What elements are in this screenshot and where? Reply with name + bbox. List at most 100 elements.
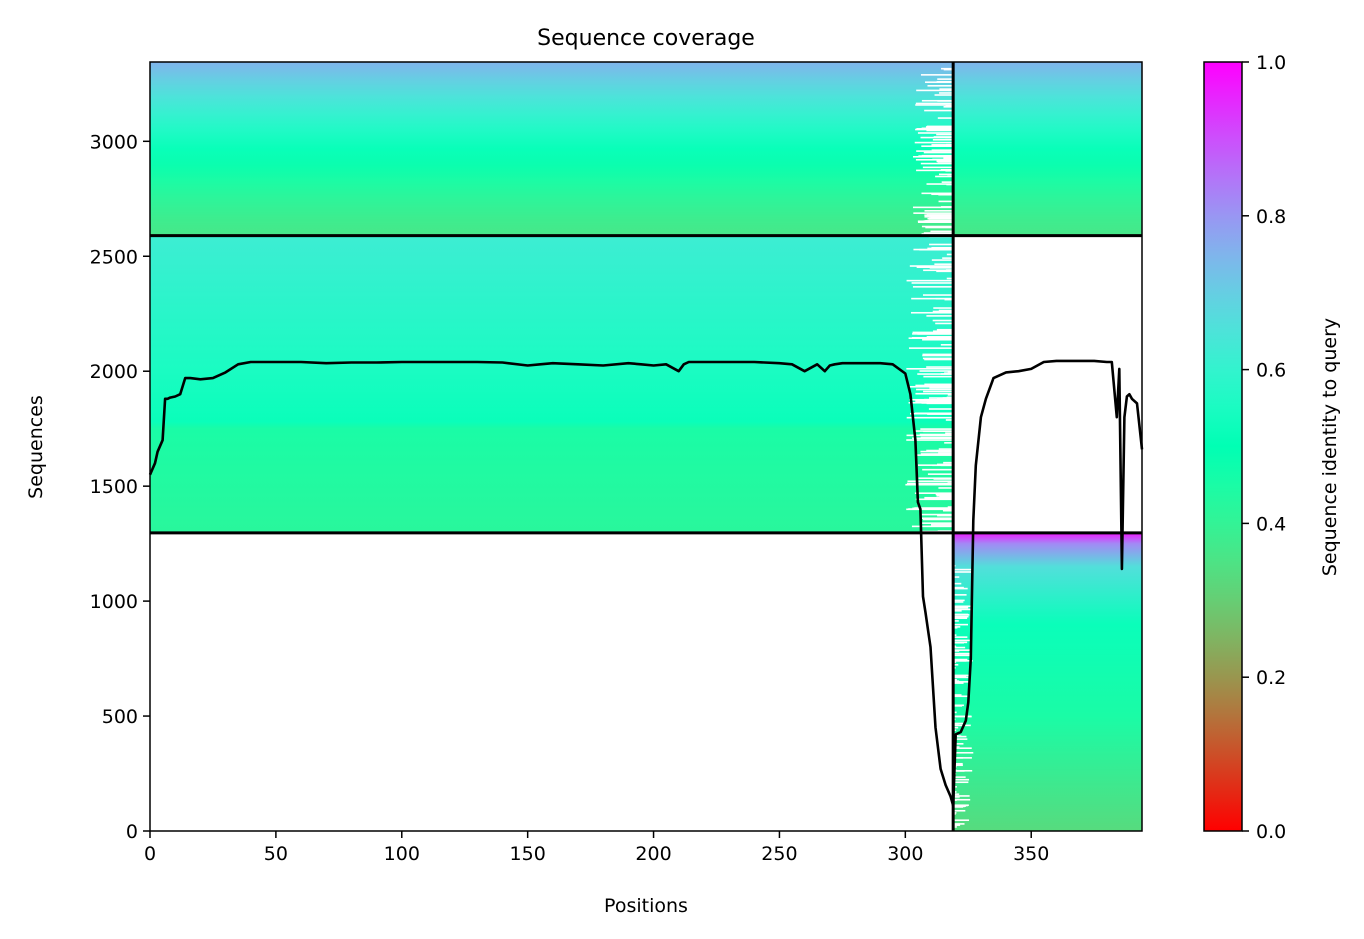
gap-streak [912, 331, 954, 334]
gap-streak [937, 78, 954, 80]
gap-streak [921, 225, 954, 228]
gap-streak [929, 243, 954, 246]
colorbar-ticks: 0.0 0.2 0.4 0.6 0.8 1.0 [1242, 52, 1286, 843]
gap-streak [953, 606, 969, 609]
gap-streak [942, 257, 954, 259]
gap-streak [920, 74, 954, 76]
x-tick-label: 50 [264, 843, 288, 865]
gap-streak [915, 102, 954, 105]
gap-streak [924, 216, 954, 218]
x-tick-label: 100 [384, 843, 420, 865]
gap-streak [938, 173, 954, 176]
gap-streak [922, 353, 954, 356]
gap-streak [953, 646, 957, 649]
gap-streak [926, 366, 954, 368]
gap-streak [953, 620, 959, 622]
gap-streak [944, 442, 954, 444]
gap-streak [936, 328, 954, 331]
gap-streak [922, 518, 954, 521]
gap-streak [912, 286, 954, 288]
gap-streak [931, 259, 954, 261]
gap-streak [935, 384, 954, 387]
gap-streak [920, 162, 954, 165]
gap-streak [953, 824, 961, 826]
gap-streak [920, 436, 954, 439]
gap-streak [953, 623, 969, 626]
chain-a-msa-block [150, 235, 954, 533]
gap-streak [921, 145, 954, 147]
gap-streak [921, 127, 954, 130]
gap-streak [935, 175, 954, 178]
gap-streak [953, 743, 964, 745]
x-tick-label: 250 [761, 843, 797, 865]
gap-streak [937, 514, 954, 517]
gap-streak [953, 586, 964, 589]
gap-streak [953, 798, 971, 801]
gap-streak [926, 336, 954, 338]
gap-streak [906, 434, 954, 437]
gap-streak [926, 129, 954, 132]
gap-streak [924, 383, 954, 386]
gap-streak [953, 680, 960, 682]
gap-streak [921, 154, 954, 157]
gap-streak [921, 192, 954, 195]
gap-streak [935, 322, 954, 325]
gap-streak [953, 694, 962, 696]
gap-streak [926, 183, 954, 185]
gap-streak [928, 217, 954, 220]
gap-streak [915, 430, 954, 432]
gap-streak [935, 493, 954, 496]
gap-streak [944, 298, 954, 301]
gap-streak [922, 468, 954, 471]
x-tick-label: 0 [144, 843, 156, 865]
gap-streak [953, 641, 964, 644]
gap-streak [928, 128, 954, 131]
gap-streak [906, 439, 954, 441]
gap-streak [947, 506, 954, 508]
gap-streak [917, 132, 954, 134]
gap-streak [953, 601, 964, 603]
gap-streak [953, 576, 960, 578]
gap-streak [943, 497, 954, 499]
gap-streak [933, 478, 954, 480]
gap-streak [953, 695, 969, 698]
gap-streak [929, 397, 954, 399]
gap-streak [908, 401, 954, 404]
gap-streak [915, 454, 954, 456]
gap-streak [943, 106, 954, 108]
gap-streak [953, 654, 971, 657]
chain-b-msa-block [953, 532, 1142, 831]
gap-streak [919, 248, 954, 251]
gap-streak [922, 354, 954, 357]
gap-streak [936, 495, 954, 497]
gap-streak [953, 608, 973, 611]
gap-streak [924, 214, 954, 216]
gap-streak [907, 385, 954, 388]
gap-streak [929, 387, 954, 389]
gap-streak [924, 496, 954, 499]
x-tick-label: 150 [510, 843, 546, 865]
gap-streak [931, 155, 954, 158]
gap-streak [907, 480, 954, 483]
colorbar-tick-label: 0.0 [1256, 821, 1286, 843]
colorbar-tick-label: 0.6 [1256, 360, 1286, 382]
gap-streak [932, 158, 954, 161]
gap-streak [939, 88, 954, 90]
gap-streak [920, 428, 954, 430]
gap-streak [941, 67, 954, 70]
gap-streak [953, 762, 963, 765]
gap-streak [953, 681, 970, 683]
plot-frame [149, 61, 1143, 832]
gap-streak [915, 104, 954, 106]
gap-streak [909, 347, 954, 349]
gap-streak [915, 498, 954, 501]
gap-streak [953, 764, 963, 767]
gap-streak [944, 372, 954, 374]
gap-streak [953, 804, 969, 807]
gap-streak [931, 144, 954, 146]
gap-streak [927, 473, 954, 475]
gap-streak [906, 279, 954, 282]
gap-streak [953, 634, 957, 636]
gap-streak [923, 151, 954, 154]
gap-streak [917, 333, 954, 335]
